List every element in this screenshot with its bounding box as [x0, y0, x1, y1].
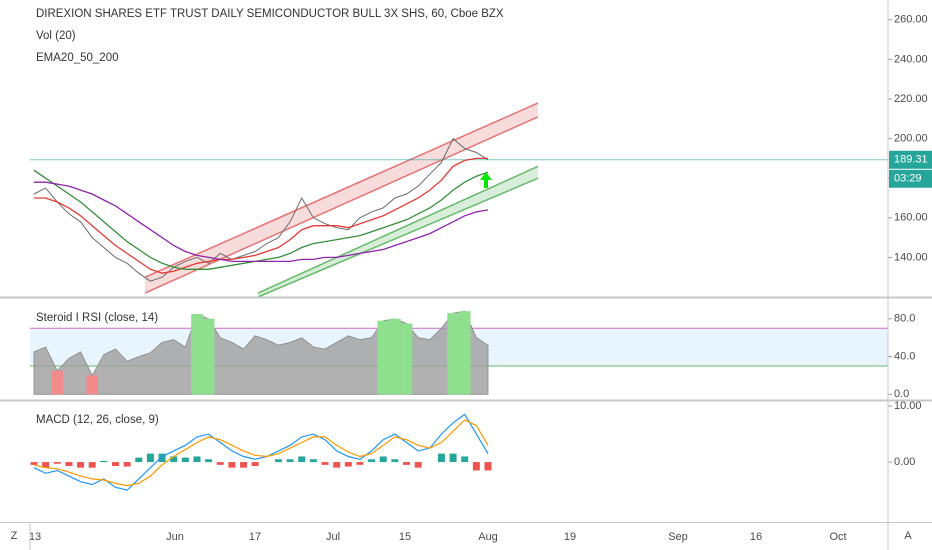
histogram-bar	[100, 460, 108, 463]
histogram-bar	[146, 453, 154, 463]
x-tick-label: 16	[750, 531, 762, 543]
histogram-bar	[123, 462, 131, 467]
rsi-area	[33, 310, 489, 395]
histogram-bar	[321, 462, 329, 465]
histogram-bar	[228, 462, 236, 468]
y-tick-label: 40.0	[894, 350, 915, 362]
channel-upper	[257, 165, 539, 294]
histogram-bar	[181, 457, 189, 463]
histogram-bar	[484, 462, 492, 471]
histogram-bar	[158, 453, 166, 463]
histogram-bar	[53, 462, 61, 464]
histogram-bar	[461, 456, 469, 463]
histogram-bar	[356, 462, 364, 465]
x-tick-label: Oct	[829, 531, 846, 543]
countdown-label: 03:29	[894, 173, 922, 185]
channel-lower	[144, 116, 539, 294]
x-tick-label: 13	[29, 531, 41, 543]
y-tick-label: 160.00	[894, 212, 928, 224]
histogram-bar	[333, 462, 341, 468]
y-tick-label: 260.00	[894, 14, 928, 26]
histogram-bar	[286, 459, 294, 463]
last-price-box	[889, 150, 932, 169]
rsi-zone	[447, 313, 459, 395]
histogram-bar	[437, 453, 445, 463]
y-tick-label: 240.00	[894, 53, 928, 65]
rsi-zone	[377, 320, 390, 395]
rsi-zone	[389, 318, 401, 395]
x-tick-label: 17	[249, 531, 261, 543]
channel-lower	[257, 177, 539, 298]
channel-fill	[258, 166, 538, 297]
rsi-zone	[191, 314, 203, 395]
macd-line	[33, 413, 489, 491]
histogram-bar	[65, 462, 73, 466]
histogram-bar	[251, 462, 259, 466]
y-tick-label: 80.0	[894, 313, 915, 325]
x-tick-label: 15	[399, 531, 411, 543]
y-tick-label: 10.00	[894, 400, 922, 412]
channel-upper	[144, 102, 539, 278]
panel-title: Steroid I RSI (close, 14)	[36, 312, 158, 324]
y-tick-label: 200.00	[894, 133, 928, 145]
series-line	[34, 181, 489, 263]
countdown-box	[889, 169, 932, 188]
histogram-bar	[298, 456, 306, 463]
histogram-bar	[240, 462, 248, 468]
histogram-bar	[344, 462, 352, 467]
histogram-bar	[391, 459, 399, 463]
y-tick-label: 140.00	[894, 251, 928, 263]
histogram-bar	[274, 459, 282, 463]
rsi-zone	[400, 323, 413, 395]
histogram-bar	[193, 456, 201, 463]
macd-line	[33, 419, 489, 487]
indicator-label: EMA20_50_200	[36, 52, 118, 64]
histogram-bar	[170, 456, 178, 463]
histogram-bar	[205, 459, 213, 463]
histogram-bar	[472, 462, 480, 471]
rsi-zone	[202, 318, 215, 395]
indicator-label: Vol (20)	[36, 30, 76, 42]
x-tick-label: Sep	[668, 531, 688, 543]
x-tick-label: 19	[564, 531, 576, 543]
x-tick-label: Aug	[478, 531, 498, 543]
histogram-bar	[403, 462, 411, 465]
rsi-zone	[51, 370, 64, 395]
histogram-bar	[30, 462, 38, 465]
x-tick-label: Jun	[166, 531, 184, 543]
x-tick-label: Jul	[326, 531, 340, 543]
zoom-button[interactable]: Z	[11, 530, 18, 542]
panel-title: MACD (12, 26, close, 9)	[36, 414, 159, 426]
histogram-bar	[77, 462, 85, 468]
chart-title: DIREXION SHARES ETF TRUST DAILY SEMICOND…	[36, 8, 504, 20]
histogram-bar	[449, 453, 457, 463]
histogram-bar	[135, 457, 143, 463]
last-price-label: 189.31	[894, 154, 928, 166]
rsi-zone	[86, 375, 99, 395]
histogram-bar	[414, 462, 422, 468]
series-line	[33, 137, 489, 282]
histogram-bar	[379, 456, 387, 463]
series-line	[33, 169, 489, 270]
y-tick-label: 0.0	[894, 388, 909, 400]
histogram-bar	[111, 462, 119, 466]
rsi-zone	[458, 311, 471, 395]
histogram-bar	[216, 462, 224, 465]
auto-scale-button[interactable]: A	[904, 530, 912, 542]
signal-arrow	[480, 172, 492, 188]
histogram-bar	[368, 459, 376, 463]
y-tick-label: 0.00	[894, 456, 915, 468]
histogram-bar	[88, 462, 96, 468]
layers: 140.00160.00180.00200.00220.00240.00260.…	[29, 14, 932, 543]
histogram-bar	[42, 462, 50, 468]
channel-fill	[145, 102, 538, 294]
histogram-bar	[309, 459, 317, 463]
series-line	[34, 157, 488, 274]
y-tick-label: 220.00	[894, 93, 928, 105]
